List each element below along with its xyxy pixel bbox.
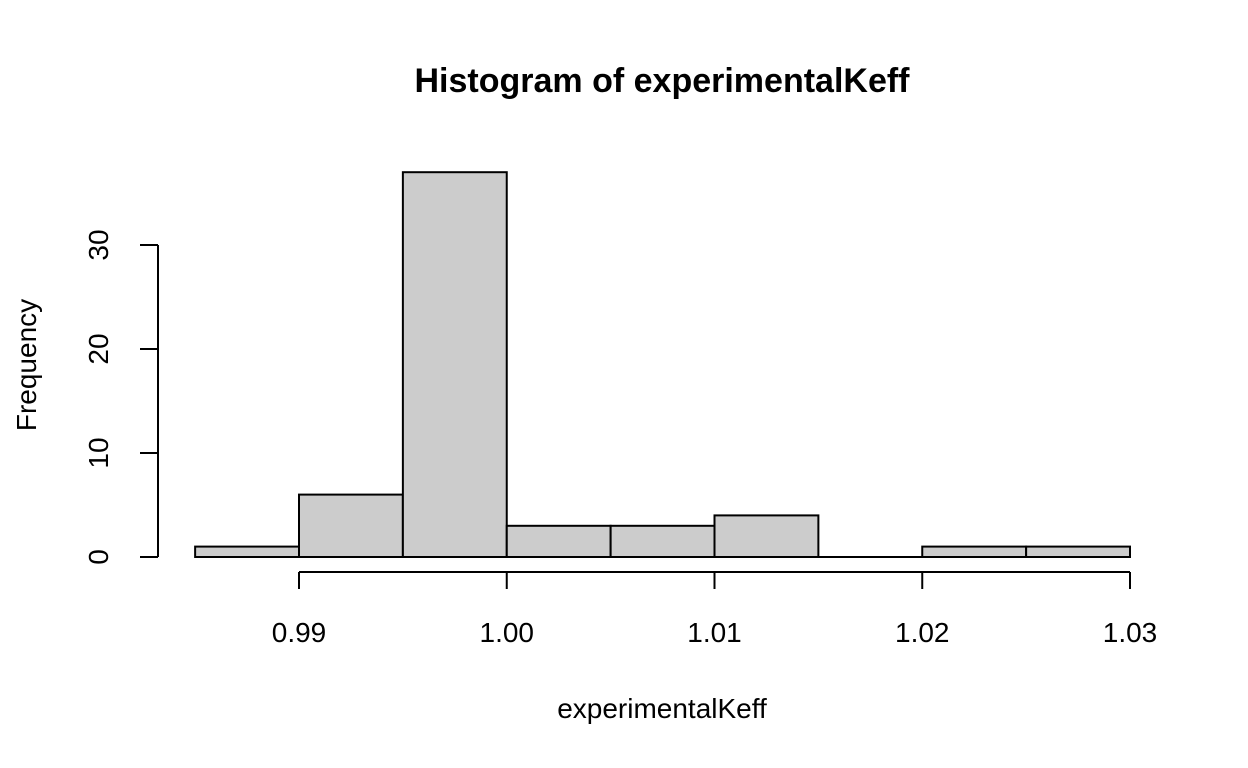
y-tick-label-3: 30 — [83, 229, 114, 260]
histogram-bar-5 — [713, 514, 820, 559]
histogram-bar-7 — [921, 545, 1028, 558]
histogram-bar-2 — [401, 171, 508, 558]
histogram-bar-8 — [1025, 545, 1131, 558]
histogram-bar-3 — [505, 524, 612, 558]
histogram-bar-1 — [298, 493, 404, 559]
x-tick-label-4: 1.03 — [1103, 617, 1158, 648]
bars-group — [194, 171, 1131, 559]
chart-title: Histogram of experimentalKeff — [415, 62, 911, 100]
y-tick-label-2: 20 — [83, 333, 114, 364]
x-axis: 0.99 1.00 1.01 1.02 1.03 — [272, 571, 1158, 648]
y-tick-label-1: 10 — [83, 437, 114, 468]
x-tick-label-2: 1.01 — [687, 617, 742, 648]
y-axis: 0 10 20 30 — [83, 229, 159, 565]
x-tick-label-0: 0.99 — [272, 617, 327, 648]
y-tick-label-0: 0 — [83, 549, 114, 565]
histogram-bar-4 — [609, 524, 716, 558]
x-axis-label: experimentalKeff — [557, 693, 767, 724]
histogram-bar-0 — [194, 545, 300, 558]
x-tick-label-3: 1.02 — [895, 617, 950, 648]
y-axis-label: Frequency — [11, 299, 42, 431]
x-tick-label-1: 1.00 — [480, 617, 535, 648]
